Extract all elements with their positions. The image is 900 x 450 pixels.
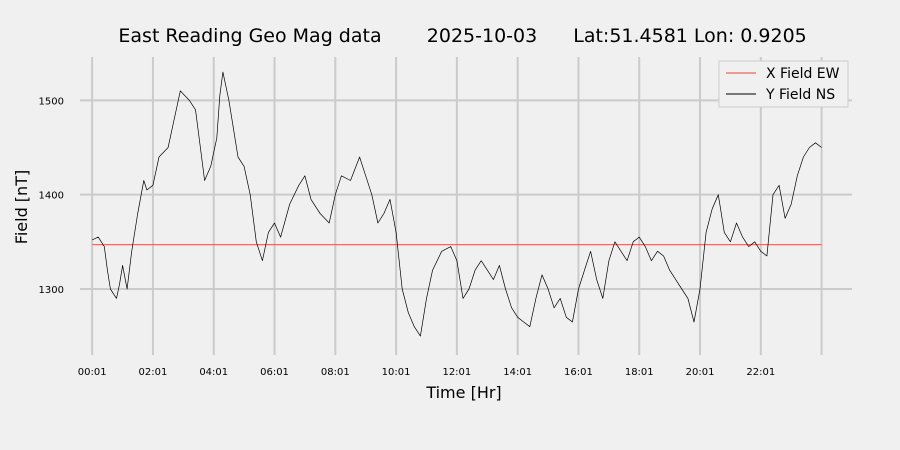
y-axis-label: Field [nT] bbox=[12, 170, 31, 244]
x-tick-label: 06:01 bbox=[260, 367, 289, 378]
x-tick-label: 04:01 bbox=[199, 367, 228, 378]
y-tick-label: 1300 bbox=[39, 285, 64, 296]
x-tick-label: 08:01 bbox=[321, 367, 350, 378]
legend-frame bbox=[718, 60, 849, 108]
x-tick-label: 22:01 bbox=[746, 367, 775, 378]
series-line-y-field bbox=[92, 71, 822, 337]
x-tick-label: 14:01 bbox=[503, 367, 532, 378]
x-axis-label: Time [Hr] bbox=[425, 383, 501, 402]
chart-title-main: East Reading Geo Mag data bbox=[118, 25, 381, 47]
x-tick-label: 18:01 bbox=[625, 367, 654, 378]
x-tick-label: 12:01 bbox=[442, 367, 471, 378]
chart-title-location: Lat:51.4581 Lon: 0.9205 bbox=[573, 25, 807, 47]
x-tick-label: 00:01 bbox=[78, 367, 107, 378]
y-tick-label: 1400 bbox=[39, 191, 64, 202]
plot-area bbox=[92, 71, 822, 337]
y-tick-label: 1500 bbox=[39, 96, 64, 107]
x-tick-label: 02:01 bbox=[139, 367, 168, 378]
x-tick-label: 10:01 bbox=[382, 367, 411, 378]
chart-title-date: 2025-10-03 bbox=[427, 25, 537, 47]
x-tick-label: 16:01 bbox=[564, 367, 593, 378]
x-tick-label: 20:01 bbox=[686, 367, 715, 378]
legend: X Field EW Y Field NS bbox=[718, 60, 849, 108]
tick-labels: 00:01 02:01 04:01 06:01 08:01 10:01 12:01 14:01… bbox=[39, 96, 776, 378]
legend-label-y-field: Y Field NS bbox=[765, 87, 835, 103]
legend-label-x-field: X Field EW bbox=[766, 66, 840, 82]
